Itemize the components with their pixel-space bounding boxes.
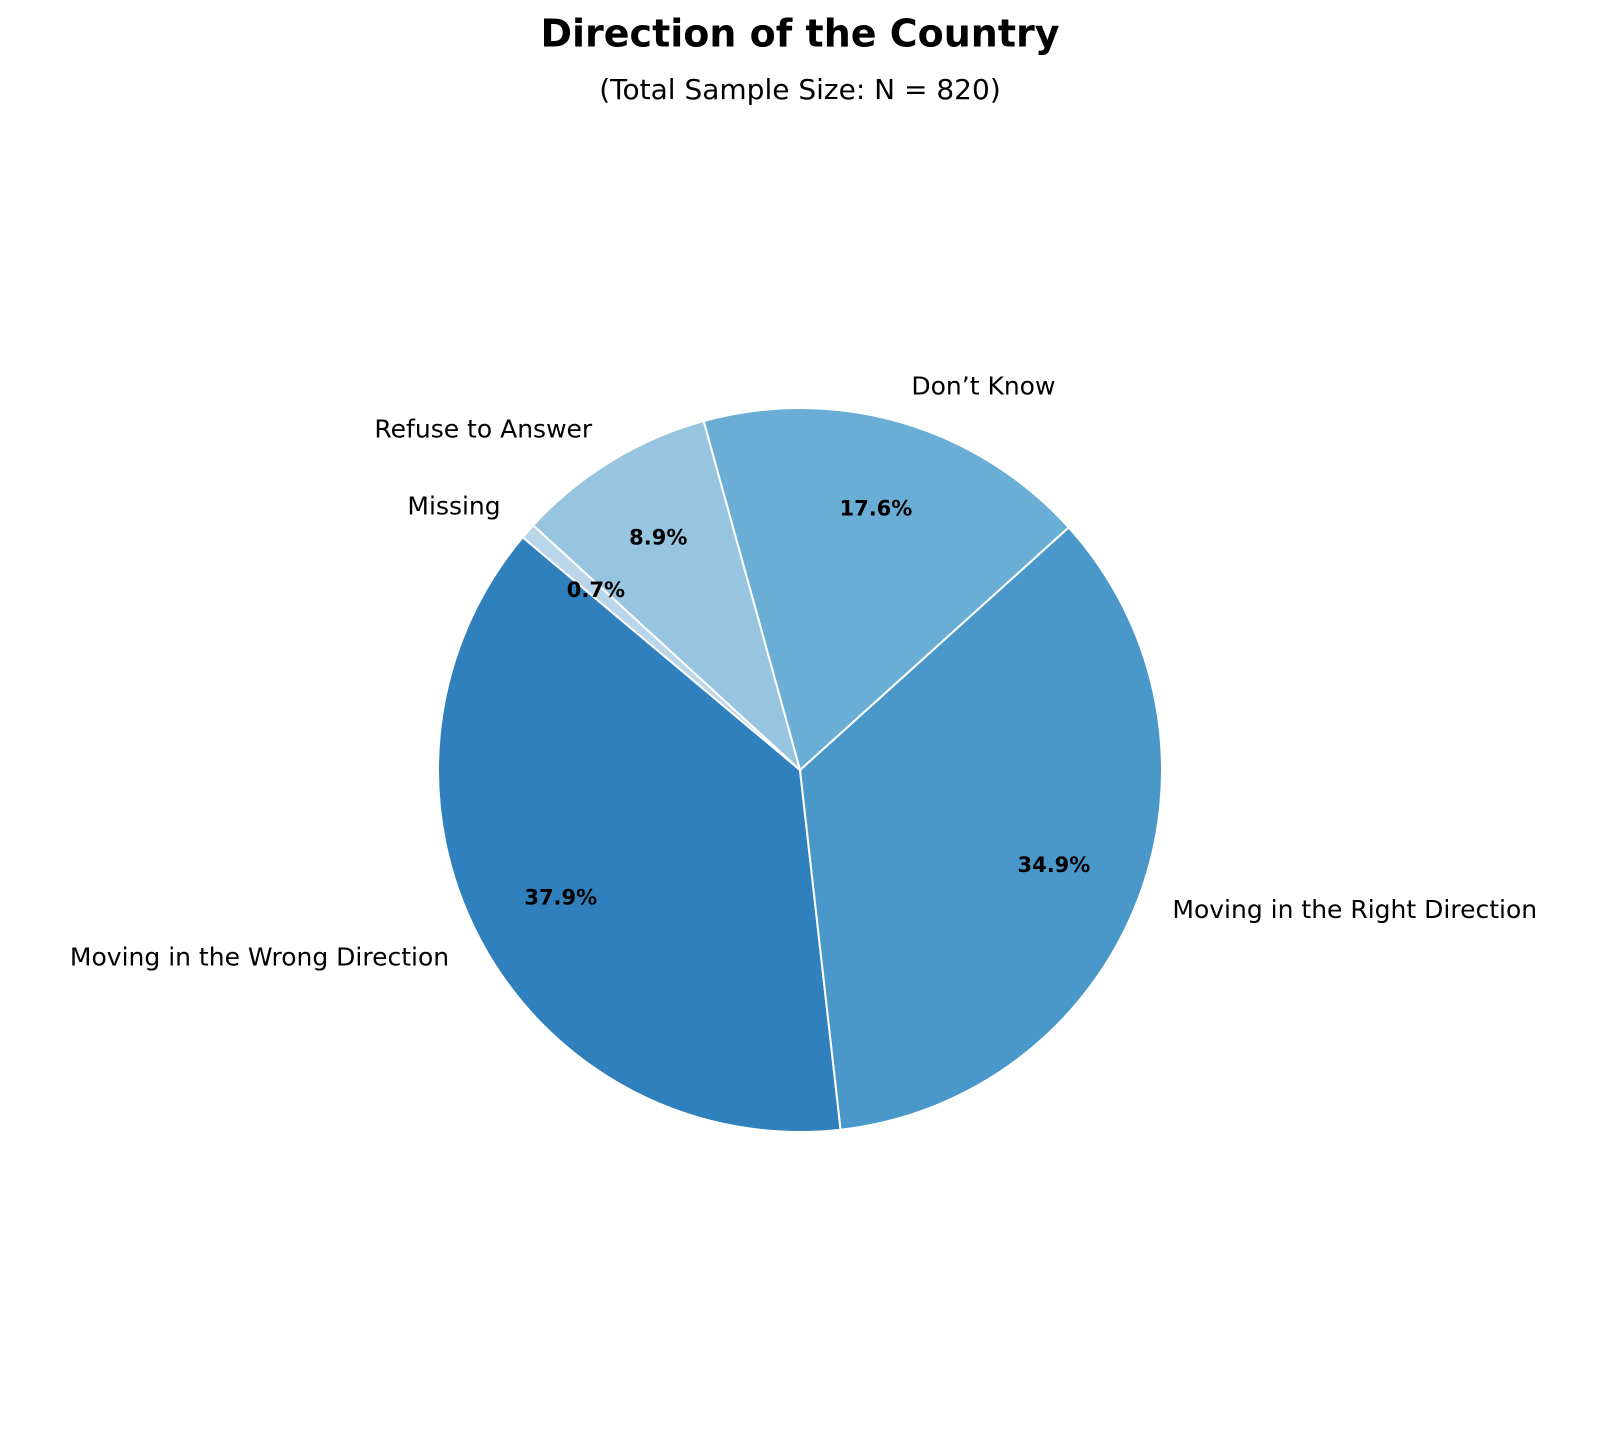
pie-slice xyxy=(531,419,802,774)
value-label: 34.9% xyxy=(1017,853,1090,877)
value-label: 0.7% xyxy=(567,578,625,602)
slice-label: Don’t Know xyxy=(911,372,1055,401)
pie-slice xyxy=(521,523,801,771)
value-label: 8.9% xyxy=(629,525,687,549)
slice-label: Moving in the Wrong Direction xyxy=(70,942,449,971)
pie-slice xyxy=(798,525,1164,1131)
value-label: 17.6% xyxy=(839,496,912,520)
pie-slice xyxy=(702,407,1071,772)
value-label: 37.9% xyxy=(524,885,597,909)
slice-label: Refuse to Answer xyxy=(374,414,592,443)
pie-slice xyxy=(437,535,842,1133)
slice-label: Moving in the Right Direction xyxy=(1172,895,1537,924)
chart-subtitle: (Total Sample Size: N = 820) xyxy=(599,73,1001,106)
chart-title: Direction of the Country xyxy=(540,12,1059,56)
slice-label: Missing xyxy=(407,491,500,520)
